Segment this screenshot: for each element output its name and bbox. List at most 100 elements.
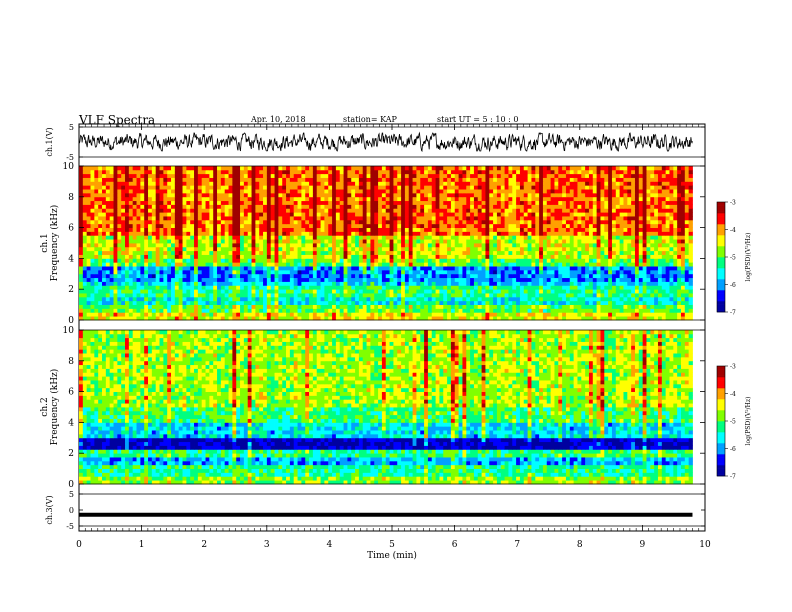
- spectrogram-cell: [680, 243, 686, 248]
- spectrogram-cell: [213, 231, 218, 236]
- spectrogram-cell: [508, 304, 513, 309]
- spectrogram-cell: [539, 204, 544, 209]
- spectrogram-cell: [508, 262, 513, 267]
- spectrogram-cell: [439, 212, 444, 217]
- spectrogram-cell: [355, 273, 360, 279]
- spectrogram-cell: [489, 262, 494, 267]
- spectrogram-cell: [182, 216, 187, 221]
- spectrogram-cell: [232, 285, 237, 290]
- spectrogram-cell: [159, 293, 164, 298]
- spectrogram-cell: [163, 235, 168, 240]
- spectrogram-cell: [481, 293, 486, 298]
- spectrogram-cell: [128, 266, 134, 271]
- spectrogram-cell: [420, 269, 425, 275]
- spectrogram-cell: [94, 266, 99, 271]
- spectrogram-cell: [217, 277, 222, 282]
- spectrogram-cell: [424, 250, 429, 255]
- spectrogram-cell: [144, 312, 149, 317]
- spectrogram-cell: [688, 208, 693, 213]
- spectrogram-cell: [577, 308, 582, 313]
- spectrogram-cell: [554, 204, 559, 209]
- spectrogram-cell: [136, 258, 141, 263]
- spectrogram-cell: [401, 296, 406, 302]
- spectrogram-cell: [519, 208, 525, 213]
- spectrogram-cell: [266, 243, 272, 248]
- spectrogram-cell: [312, 216, 318, 221]
- spectrogram-cell: [573, 216, 578, 221]
- spectrogram-cell: [592, 308, 598, 313]
- spectrogram-cell: [148, 281, 153, 286]
- spectrogram-cell: [661, 243, 667, 248]
- spectrogram-cell: [205, 262, 210, 267]
- spectrogram-cell: [113, 212, 118, 217]
- spectrogram-cell: [401, 227, 406, 232]
- spectrogram-cell: [355, 223, 360, 228]
- spectrogram-cell: [424, 235, 429, 240]
- spectrogram-cell: [236, 239, 241, 244]
- spectrogram-cell: [343, 266, 348, 271]
- spectrogram-cell: [638, 316, 644, 321]
- spectrogram-cell: [646, 266, 651, 271]
- spectrogram-cell: [542, 219, 548, 225]
- spectrogram-cell: [220, 243, 226, 248]
- spectrogram-cell: [194, 316, 199, 321]
- spectrogram-cell: [320, 216, 325, 221]
- spectrogram-cell: [642, 231, 647, 236]
- spectrogram-cell: [654, 246, 659, 252]
- spectrogram-cell: [293, 285, 298, 290]
- spectrogram-cell: [493, 308, 498, 313]
- spectrogram-cell: [213, 212, 218, 217]
- spectrogram-cell: [263, 269, 268, 275]
- spectrogram-cell: [335, 293, 341, 298]
- spectrogram-cell: [450, 254, 456, 259]
- spectrogram-cell: [255, 250, 260, 255]
- spectrogram-cell: [573, 243, 578, 248]
- spectrogram-cell: [217, 212, 222, 217]
- spectrogram-cell: [224, 204, 229, 209]
- spectrogram-cell: [259, 277, 264, 282]
- spectrogram-cell: [665, 200, 670, 205]
- spectrogram-cell: [94, 293, 99, 298]
- spectrogram-cell: [443, 312, 448, 317]
- spectrogram-cell: [385, 273, 390, 279]
- spectrogram-cell: [481, 258, 486, 263]
- spectrogram-cell: [381, 266, 387, 271]
- spectrogram-cell: [220, 223, 226, 228]
- spectrogram-cell: [523, 273, 528, 279]
- spectrogram-cell: [324, 239, 329, 244]
- spectrogram-cell: [167, 246, 172, 252]
- spectrogram-cell: [247, 262, 252, 267]
- spectrogram-cell: [443, 258, 448, 263]
- spectrogram-cell: [113, 227, 118, 232]
- spectrogram-cell: [343, 304, 348, 309]
- spectrogram-cell: [351, 231, 356, 236]
- spectrogram-cell: [263, 243, 268, 248]
- spectrogram-cell: [688, 223, 693, 228]
- spectrogram-cell: [255, 254, 260, 259]
- spectrogram-cell: [615, 216, 621, 221]
- spectrogram-cell: [316, 216, 321, 221]
- spectrogram-cell: [374, 262, 379, 267]
- spectrogram-cell: [132, 266, 137, 271]
- spectrogram-cell: [79, 312, 84, 317]
- spectrogram-cell: [224, 219, 229, 225]
- spectrogram-cell: [619, 289, 624, 294]
- spectrogram-cell: [351, 308, 356, 313]
- spectrogram-cell: [596, 293, 601, 298]
- spectrogram-cell: [408, 262, 413, 267]
- spectrogram-cell: [389, 246, 394, 252]
- spectrogram-cell: [684, 235, 690, 240]
- spectrogram-cell: [305, 273, 310, 279]
- spectrogram-cell: [289, 216, 295, 221]
- spectrogram-cell: [447, 219, 452, 225]
- spectrogram-cell: [109, 308, 114, 313]
- spectrogram-cell: [79, 273, 84, 279]
- spectrogram-cell: [447, 200, 452, 205]
- spectrogram-cell: [585, 200, 590, 205]
- spectrogram-cell: [98, 246, 103, 252]
- spectrogram-cell: [546, 227, 552, 232]
- spectrogram-cell: [404, 296, 410, 302]
- spectrogram-cell: [82, 312, 88, 317]
- spectrogram-cell: [473, 208, 479, 213]
- spectrogram-cell: [619, 273, 624, 279]
